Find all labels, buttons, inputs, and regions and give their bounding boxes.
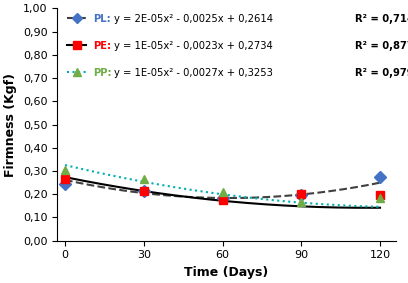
Text: PP:: PP: [93,68,111,78]
X-axis label: Time (Days): Time (Days) [184,266,268,279]
Text: PL:: PL: [93,14,111,24]
Text: R² = 0,8774: R² = 0,8774 [355,41,408,51]
Text: y = 1E-05x² - 0,0023x + 0,2734: y = 1E-05x² - 0,0023x + 0,2734 [114,41,273,51]
Text: y = 2E-05x² - 0,0025x + 0,2614: y = 2E-05x² - 0,0025x + 0,2614 [114,14,273,24]
Y-axis label: Firmness (Kgf): Firmness (Kgf) [4,72,17,177]
Text: PE:: PE: [93,41,111,51]
Text: y = 1E-05x² - 0,0027x + 0,3253: y = 1E-05x² - 0,0027x + 0,3253 [114,68,273,78]
Text: R² = 0,7144: R² = 0,7144 [355,14,408,24]
Text: R² = 0,9792: R² = 0,9792 [355,68,408,78]
